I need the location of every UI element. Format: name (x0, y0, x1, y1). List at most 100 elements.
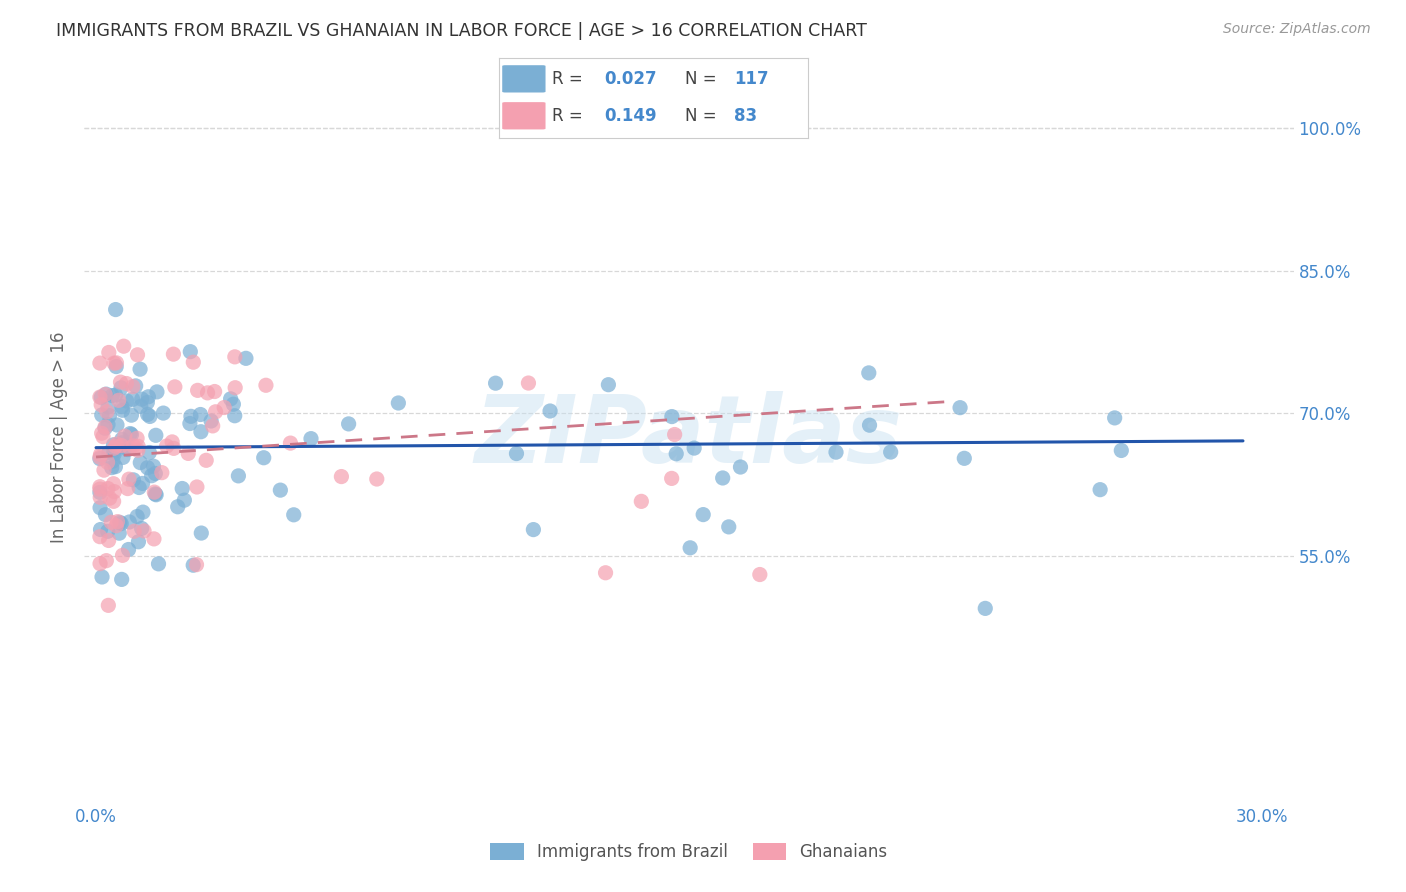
Point (115, 394, 138, 409)
Point (105, 518, 128, 533)
Point (879, 445, 901, 459)
Point (166, 500, 188, 514)
Point (98, 491, 121, 505)
Point (181, 355, 204, 369)
Point (138, 445, 160, 459)
Point (111, 450, 134, 465)
Text: N =: N = (685, 107, 721, 125)
Point (89, 491, 111, 505)
Point (91, 570, 114, 584)
Point (111, 400, 134, 414)
Point (104, 388, 127, 402)
Point (105, 437, 128, 451)
Point (105, 417, 128, 432)
Point (115, 441, 138, 455)
Point (111, 549, 134, 563)
Point (118, 472, 141, 486)
Point (104, 302, 127, 317)
Point (139, 409, 162, 424)
Text: ZIPatlas: ZIPatlas (475, 391, 903, 483)
Point (111, 432, 134, 446)
Point (143, 485, 166, 500)
Point (136, 460, 159, 475)
Point (269, 483, 291, 497)
Point (683, 441, 706, 455)
Point (858, 366, 880, 380)
Point (163, 442, 186, 456)
Point (692, 508, 714, 522)
Point (89, 451, 111, 466)
Point (103, 356, 125, 370)
Point (105, 359, 128, 374)
Point (387, 396, 409, 410)
Point (138, 390, 160, 404)
Point (145, 428, 167, 442)
Point (235, 351, 257, 366)
Point (89, 530, 111, 544)
Point (122, 473, 145, 487)
Point (97, 524, 120, 539)
Point (337, 417, 360, 431)
Point (89, 480, 111, 494)
Point (97, 455, 120, 469)
Point (661, 471, 683, 485)
Point (129, 399, 152, 413)
Point (195, 453, 218, 467)
Point (1088, 483, 1111, 497)
Point (280, 436, 302, 450)
Point (122, 524, 145, 539)
Point (224, 381, 246, 395)
Point (228, 468, 250, 483)
Point (90, 408, 112, 422)
Point (141, 468, 163, 483)
Point (177, 446, 200, 460)
Point (717, 520, 740, 534)
Point (103, 442, 125, 456)
Point (117, 542, 139, 557)
Point (299, 432, 322, 446)
Point (96, 554, 118, 568)
Point (190, 526, 212, 541)
Point (595, 566, 617, 580)
Point (136, 408, 159, 422)
Point (598, 377, 620, 392)
Point (204, 405, 226, 419)
Point (90, 426, 112, 441)
Point (201, 418, 224, 433)
Point (107, 515, 129, 529)
Point (219, 392, 242, 406)
Point (186, 480, 208, 494)
Point (97, 599, 120, 613)
Point (858, 418, 880, 433)
Point (222, 397, 245, 411)
Point (132, 505, 155, 519)
Point (538, 404, 561, 418)
Point (90, 398, 112, 412)
Point (89, 448, 111, 462)
Point (120, 426, 142, 441)
Point (1111, 443, 1133, 458)
Point (110, 375, 132, 389)
Legend: Immigrants from Brazil, Ghanaians: Immigrants from Brazil, Ghanaians (484, 836, 894, 868)
Text: Source: ZipAtlas.com: Source: ZipAtlas.com (1223, 22, 1371, 37)
Text: 117: 117 (734, 70, 769, 87)
Point (90, 390, 112, 404)
Point (224, 409, 246, 423)
Point (115, 376, 138, 391)
Point (142, 532, 165, 546)
Point (110, 438, 132, 452)
Point (200, 414, 222, 428)
Point (630, 494, 652, 508)
Point (505, 446, 527, 460)
Point (94, 421, 117, 435)
Point (97, 400, 120, 414)
Point (118, 441, 141, 455)
Point (190, 425, 212, 439)
Point (124, 379, 146, 393)
Point (97, 417, 120, 432)
Point (125, 431, 148, 445)
Point (131, 392, 153, 406)
Point (145, 488, 167, 502)
Point (117, 442, 139, 457)
Point (105, 356, 128, 370)
